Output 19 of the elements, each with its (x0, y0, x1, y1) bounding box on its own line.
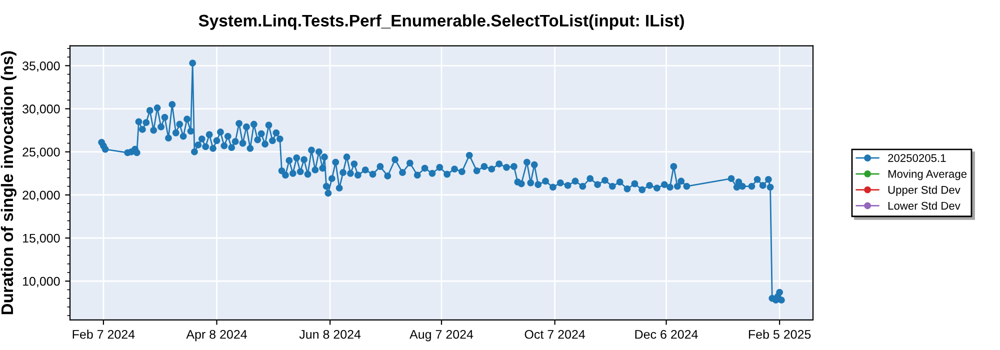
x-tick-label: Jun 8 2024 (299, 330, 361, 339)
y-tick-label: 15,000 (23, 234, 60, 244)
legend-label: Lower Std Dev (888, 202, 960, 210)
x-tick-label: Oct 7 2024 (524, 330, 586, 339)
x-tick-label: Dec 6 2024 (635, 330, 698, 339)
y-tick-label: 10,000 (23, 276, 60, 288)
y-axis-title: Duration of single invocation (ns) (0, 51, 16, 314)
legend-label: Moving Average (888, 170, 967, 180)
x-tick-label: Apr 8 2024 (186, 330, 247, 342)
chart-title: System.Linq.Tests.Perf_Enumerable.SelectToList(input: IList) (198, 14, 684, 30)
y-tick-label: 20,000 (22, 190, 60, 202)
y-tick-label: 30,000 (22, 104, 60, 115)
legend-label: Upper Std Dev (888, 186, 960, 196)
x-tick-label: Feb 5 2025 (748, 330, 811, 339)
x-tick-label: Feb 7 2024 (72, 330, 135, 339)
y-tick-label: 35,000 (22, 61, 60, 72)
x-tick-label: Aug 7 2024 (410, 330, 474, 342)
legend-label: 20250205.1 (888, 154, 946, 162)
y-tick-label: 25,000 (22, 148, 60, 158)
